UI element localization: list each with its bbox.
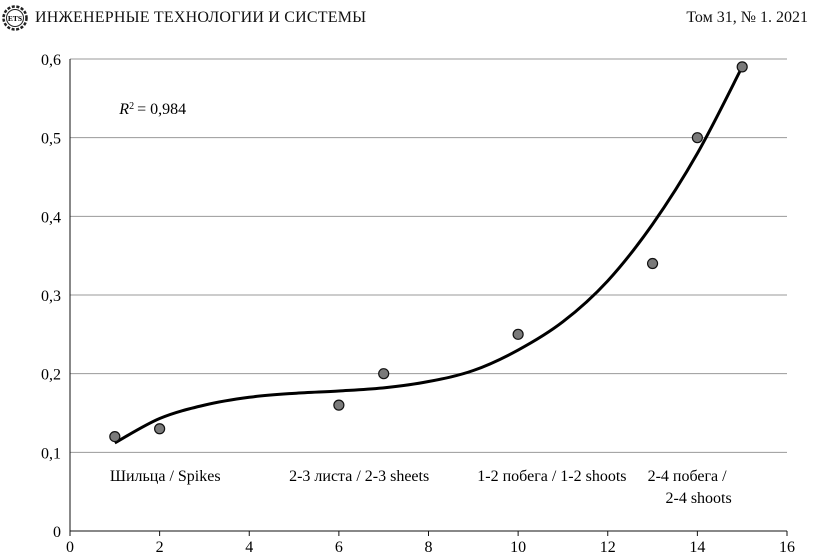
x-tick-marks [69,531,788,536]
data-point [691,132,703,144]
y-tick-label: 0 [53,524,61,541]
trendline [114,66,744,445]
x-tick-label: 12 [600,539,616,556]
data-point [109,431,121,443]
y-tick-label: 0,4 [41,209,61,226]
y-tick-label: 0,1 [41,445,61,462]
data-point [378,368,390,380]
annotation-label: 2-4 побега / [648,468,728,485]
x-tick-label: 8 [425,539,433,556]
x-tick-label: 6 [335,539,343,556]
logo-text: ETS [8,14,22,23]
y-gridlines [70,58,787,453]
data-points [109,61,748,443]
journal-logo-icon: ETS [2,5,28,31]
y-tick-label: 0,3 [41,288,61,305]
y-tick-labels: 0 0,1 0,2 0,3 0,4 0,5 0,6 [41,52,61,541]
x-tick-labels: 0 2 4 6 8 10 12 14 16 [66,539,795,556]
data-point [154,423,166,435]
y-tick-label: 0,5 [41,131,61,148]
x-tick-label: 4 [245,539,253,556]
chart: 00,10,20,30,40,50,6 0 2 4 6 8 10 12 14 16 R2 = 0,… [41,52,795,556]
annotation-label: 2-3 листа / 2-3 sheets [289,468,429,485]
journal-title: ИНЖЕНЕРНЫЕ ТЕХНОЛОГИИ И СИСТЕМЫ [35,9,367,26]
r-exponent: 2 [129,101,134,112]
y-tick-label: 0,6 [41,52,61,69]
page-header: ETS ИНЖЕНЕРНЫЕ ТЕХНОЛОГИИ И СИСТЕМЫ Том … [0,0,814,36]
y-tick-label: 0,2 [41,367,61,384]
data-point [333,399,345,411]
x-tick-label: 10 [510,539,526,556]
data-point [512,328,524,340]
data-point [736,61,748,73]
r-squared-label: R2 = 0,984 [118,101,186,119]
data-point [646,257,659,270]
x-tick-label: 2 [156,539,164,556]
annotation-label: 1-2 побега / 1-2 shoots [477,468,626,485]
x-tick-label: 0 [66,539,74,556]
issue-info: Том 31, № 1. 2021 [686,9,808,26]
x-tick-label: 16 [779,539,795,556]
r-symbol: R [118,101,129,118]
annotations: Шильца / Spikes 2-3 листа / 2-3 sheets 1-2… [110,468,732,507]
annotation-label: Шильца / Spikes [110,468,221,485]
x-tick-label: 14 [689,539,705,556]
r-value: = 0,984 [137,101,186,118]
annotation-label: 2-4 shoots [665,490,731,507]
